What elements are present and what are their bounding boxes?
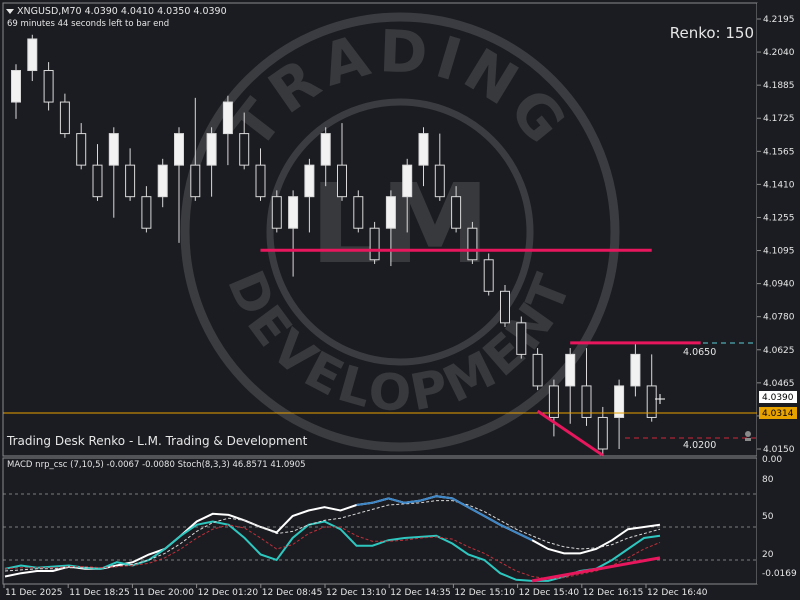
indicator-tick-min: -0.0169 — [762, 569, 797, 579]
bear-brick — [43, 70, 54, 103]
renko-size-label: Renko: 150 — [670, 24, 754, 42]
price-tick-label: 4.0940 — [763, 280, 795, 290]
bear-brick — [190, 164, 201, 198]
indicator-series-line — [4, 520, 661, 582]
crosshair-cursor-icon — [655, 394, 665, 404]
bear-brick — [451, 196, 462, 229]
symbol-quote-line: XNGUSD,M70 4.0390 4.0410 4.0350 4.0390 — [17, 6, 227, 17]
bull-brick — [385, 196, 396, 229]
indicator-top-tick: 0.00 — [762, 455, 782, 465]
time-tick-label: 12 Dec 16:15 — [583, 588, 644, 598]
bear-brick — [271, 196, 282, 229]
bull-brick — [320, 133, 331, 166]
orange-line-price-text: 4.0314 — [762, 409, 794, 419]
bear-brick — [646, 385, 657, 418]
indicator-trendline[interactable] — [531, 556, 661, 583]
bear-brick — [500, 290, 510, 324]
price-tick-label: 4.0625 — [763, 346, 795, 356]
bear-brick — [92, 164, 103, 198]
bear-brick — [59, 101, 70, 135]
current-price-tag — [759, 391, 797, 403]
price-tick-label: 4.0150 — [763, 445, 795, 455]
price-tick-label: 4.2040 — [763, 48, 795, 58]
bear-brick — [369, 227, 380, 261]
macd-blue-segment — [356, 495, 533, 542]
orange-line-price-tag — [759, 407, 797, 419]
time-tick-label: 11 Dec 20:00 — [133, 588, 194, 598]
price-tick-label: 4.2195 — [763, 15, 795, 25]
current-price-text: 4.0390 — [762, 393, 794, 403]
price-tick-label: 4.1725 — [763, 114, 795, 124]
alert-marker-icon[interactable] — [745, 431, 751, 441]
time-tick-label: 12 Dec 01:20 — [198, 588, 259, 598]
footer-caption: Trading Desk Renko - L.M. Trading & Deve… — [6, 434, 308, 448]
bull-brick — [174, 133, 184, 166]
upper-level-label: 4.0650 — [683, 347, 716, 358]
bull-brick — [206, 133, 217, 166]
time-tick-label: 12 Dec 14:35 — [390, 588, 451, 598]
time-tick-label: 12 Dec 15:40 — [519, 588, 580, 598]
bull-brick — [304, 164, 315, 198]
dropdown-arrow-icon[interactable] — [6, 9, 14, 14]
price-tick-label: 4.1885 — [763, 81, 795, 91]
bear-brick — [76, 133, 87, 166]
price-tick-label: 4.1095 — [763, 247, 795, 257]
indicator-tick-50: 50 — [762, 512, 774, 522]
indicator-tick-20: 20 — [762, 550, 774, 560]
price-tick-label: 4.1410 — [763, 180, 795, 190]
bull-brick — [27, 38, 38, 72]
bear-brick — [516, 322, 527, 355]
price-axis-strip — [757, 3, 800, 584]
bear-brick — [597, 416, 608, 450]
watermark-logo — [180, 12, 620, 452]
bear-brick — [434, 164, 445, 198]
bull-brick — [565, 353, 576, 387]
bar-countdown: 69 minutes 44 seconds left to bar end — [7, 19, 169, 29]
price-tick-label: 4.0780 — [763, 313, 795, 323]
bear-brick — [581, 385, 592, 418]
bull-brick — [108, 133, 119, 166]
drawn-lines — [3, 248, 757, 457]
bull-brick — [288, 196, 299, 229]
bear-brick — [255, 164, 266, 198]
symbol-header: XNGUSD,M70 4.0390 4.0410 4.0350 4.0390 6… — [6, 6, 227, 29]
bull-brick — [630, 353, 641, 387]
bear-brick — [532, 353, 543, 387]
time-tick-label: 12 Dec 08:45 — [262, 588, 323, 598]
indicator-tick-80: 80 — [762, 475, 774, 485]
time-tick-label: 12 Dec 13:10 — [326, 588, 387, 598]
price-tick-label: 4.1255 — [763, 213, 795, 223]
time-tick-label: 12 Dec 15:10 — [454, 588, 515, 598]
bull-brick — [402, 164, 413, 198]
indicator-lines — [4, 495, 661, 583]
time-tick-label: 11 Dec 18:25 — [69, 588, 130, 598]
indicator-series-line — [4, 495, 661, 578]
bull-brick — [11, 70, 21, 103]
bear-brick — [353, 196, 364, 229]
bear-brick — [125, 164, 136, 198]
renko-bricks — [11, 34, 657, 456]
bear-brick — [483, 259, 494, 292]
indicator-title: MACD nrp_csc (7,10,5) -0.0067 -0.0080 St… — [7, 460, 306, 470]
time-axis: 11 Dec 2025 11 Dec 18:25 11 Dec 20:00 12 De… — [3, 584, 708, 598]
bull-brick — [418, 133, 429, 166]
time-tick-label: 11 Dec 2025 — [5, 588, 63, 598]
price-tick-label: 4.1565 — [763, 147, 795, 157]
bull-brick — [614, 385, 625, 418]
bull-brick — [222, 101, 233, 135]
bear-brick — [548, 385, 559, 418]
bear-brick — [337, 164, 347, 198]
bear-brick — [467, 227, 478, 261]
bear-brick — [141, 196, 152, 229]
bull-brick — [157, 164, 168, 198]
bear-brick — [239, 133, 250, 166]
trendline[interactable] — [536, 409, 604, 457]
lower-level-label: 4.0200 — [683, 440, 716, 451]
price-tick-label: 4.0465 — [763, 379, 795, 389]
time-tick-label: 12 Dec 16:40 — [647, 588, 708, 598]
